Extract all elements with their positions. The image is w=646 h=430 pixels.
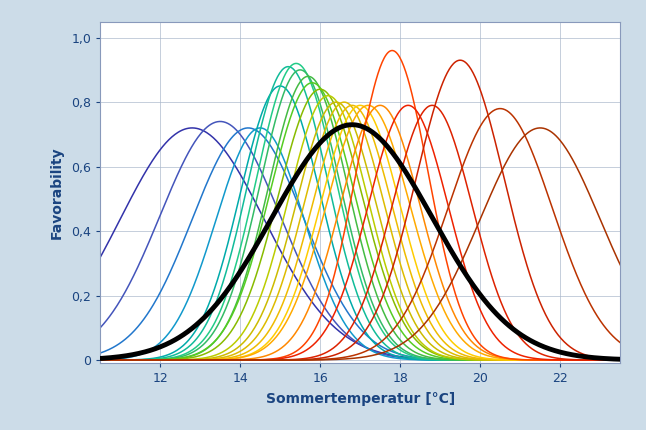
X-axis label: Sommertemperatur [°C]: Sommertemperatur [°C] [266,392,455,406]
Y-axis label: Favorability: Favorability [50,146,64,239]
